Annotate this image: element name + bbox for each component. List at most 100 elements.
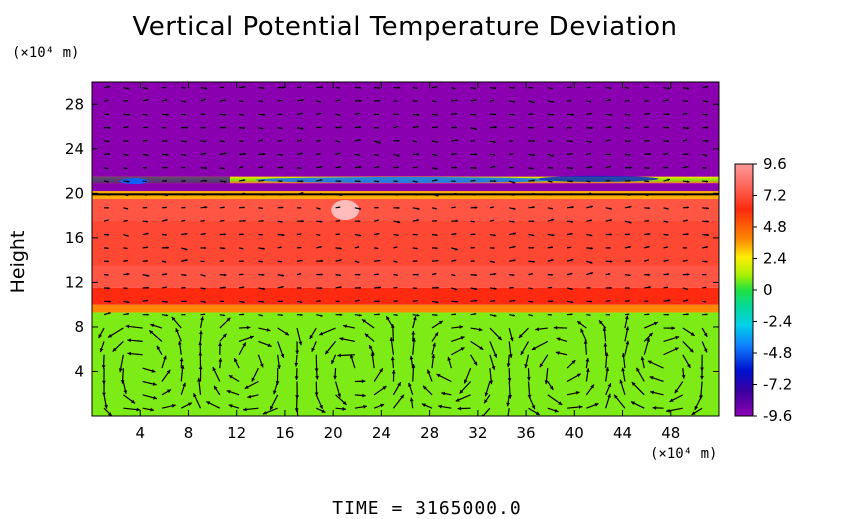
wind-vector-664: [605, 219, 613, 222]
colorbar-tick-label-7: -7.2: [763, 376, 792, 394]
wind-vector-210: [258, 273, 265, 276]
wind-vector-296: [316, 126, 322, 129]
wind-vector-107: [181, 313, 186, 316]
wind-vector-46: [123, 126, 129, 129]
wind-vector-372: [374, 113, 380, 116]
wind-vector-793: [702, 167, 707, 169]
wind-vector-628: [585, 357, 590, 369]
wind-vector-637: [586, 247, 594, 250]
wind-vector-425: [421, 403, 433, 409]
wind-vector-305: [324, 341, 337, 355]
wind-vector-47: [123, 113, 131, 116]
wind-vector-324: [335, 86, 341, 89]
wind-vector-485: [470, 273, 478, 277]
wind-vector-553: [526, 368, 531, 381]
wind-vector-627: [585, 368, 590, 382]
wind-vector-331: [343, 324, 355, 329]
wind-vector-655: [602, 327, 607, 342]
wind-vector-114: [181, 219, 186, 222]
wind-vector-42: [123, 180, 130, 183]
wind-vector-95: [161, 139, 168, 143]
wind-vector-65: [142, 206, 148, 209]
wind-vector-787: [702, 246, 709, 249]
wind-vector-683: [624, 300, 630, 302]
wind-vector-403: [409, 355, 414, 369]
wind-vector-170: [219, 140, 225, 143]
wind-vector-109: [181, 286, 186, 289]
wind-vector-794: [701, 153, 708, 157]
wind-vector-24: [103, 85, 111, 89]
wind-vector-514: [489, 219, 495, 222]
wind-vector-147: [200, 113, 206, 116]
wind-vector-474: [451, 86, 456, 90]
wind-vector-716: [644, 193, 649, 197]
wind-vector-753: [681, 368, 686, 379]
wind-vector-419: [412, 153, 420, 156]
wind-vector-535: [509, 273, 515, 277]
wind-vector-387: [393, 246, 398, 249]
wind-vector-653: [604, 352, 609, 369]
wind-vector-73: [142, 99, 149, 102]
wind-vector-707: [644, 313, 650, 316]
wind-vector-123: [181, 100, 187, 103]
x-axis-unit: (×10⁴ m): [650, 446, 718, 462]
wind-vector-446: [431, 126, 438, 129]
wind-vector-231: [277, 327, 290, 336]
x-tick-label-7: 32: [468, 424, 487, 442]
wind-vector-510: [489, 272, 497, 276]
wind-vector-53: [142, 367, 156, 373]
wind-vector-584: [547, 286, 553, 289]
wind-vector-700: [630, 401, 645, 409]
wind-vector-252: [295, 381, 300, 399]
wind-vector-348: [354, 99, 362, 103]
wind-vector-682: [624, 313, 630, 316]
wind-vector-661: [605, 260, 613, 263]
wind-vector-582: [547, 314, 552, 316]
wind-vector-509: [489, 287, 497, 290]
wind-vector-414: [412, 219, 420, 222]
wind-vector-415: [412, 207, 420, 210]
wind-vector-735: [663, 273, 670, 276]
wind-vector-590: [547, 207, 554, 210]
wind-vector-727: [649, 376, 664, 383]
wind-vector-22: [104, 113, 109, 116]
wind-vector-703: [640, 356, 645, 369]
wind-vector-542: [509, 180, 516, 184]
wind-vector-429: [431, 342, 437, 355]
x-tick-label-4: 20: [324, 424, 343, 442]
wind-vector-180: [238, 335, 254, 342]
wind-vector-445: [431, 140, 439, 143]
wind-vector-472: [451, 112, 458, 115]
wind-vector-213: [258, 233, 263, 236]
wind-vector-465: [451, 206, 456, 209]
wind-vector-704: [643, 337, 650, 355]
wind-vector-489: [470, 220, 475, 223]
wind-vector-165: [219, 206, 225, 209]
wind-vector-175: [228, 404, 240, 409]
wind-vector-775: [691, 407, 703, 416]
wind-vector-267: [296, 180, 304, 183]
wind-vector-37: [123, 247, 128, 250]
wind-vector-799: [702, 85, 709, 89]
wind-vector-665: [605, 207, 613, 210]
wind-vector-609: [566, 287, 573, 291]
wind-vector-132: [200, 313, 206, 316]
plot-frame: [91, 81, 720, 417]
wind-vector-752: [674, 381, 684, 394]
wind-vector-229: [277, 354, 281, 370]
wind-vector-397: [393, 113, 399, 116]
wind-vector-578: [544, 368, 549, 385]
wind-vector-797: [702, 113, 708, 116]
wind-vector-475: [457, 406, 471, 411]
wind-vector-385: [393, 274, 398, 276]
wind-vector-242: [277, 180, 283, 183]
wind-vector-293: [316, 165, 323, 169]
wind-vector-186: [239, 260, 244, 263]
wind-vector-608: [566, 300, 574, 304]
wind-vector-487: [470, 246, 475, 249]
wind-vector-201: [247, 394, 259, 399]
wind-vector-746: [663, 126, 670, 129]
wind-vector-702: [635, 367, 645, 382]
wind-vector-541: [509, 193, 515, 196]
wind-vector-524: [489, 86, 497, 90]
